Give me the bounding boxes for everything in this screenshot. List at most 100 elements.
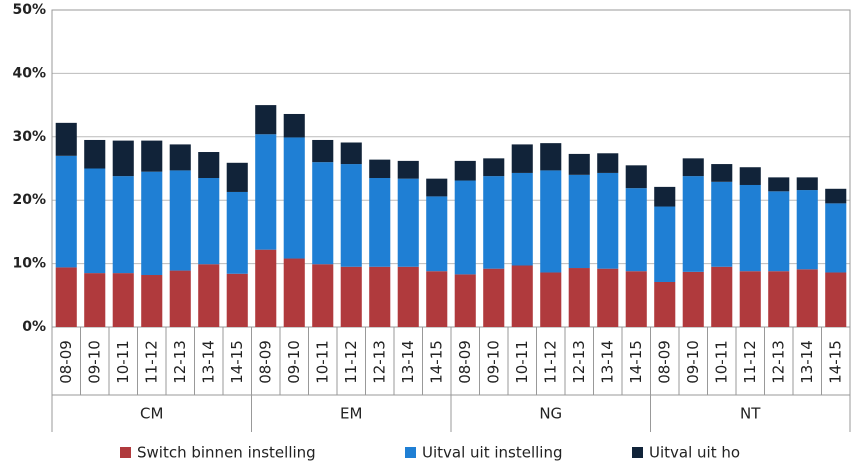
group-label: NT (740, 405, 761, 423)
bar-segment (654, 186, 676, 207)
bar-segment (825, 203, 847, 273)
bar-segment (568, 174, 590, 269)
bar-segment (597, 172, 619, 269)
y-tick-label: 30% (12, 129, 46, 145)
x-tick-label: 09-10 (484, 340, 502, 384)
bar-segment (454, 160, 476, 181)
bar-segment (397, 178, 419, 267)
bar-segment (426, 271, 448, 327)
group-label: EM (340, 405, 362, 423)
bar-segment (739, 184, 761, 272)
bar-segment (768, 177, 790, 192)
bar-segment (369, 178, 391, 267)
bar-segment (625, 165, 647, 189)
bar-segment (312, 162, 334, 265)
bar-segment (340, 142, 362, 165)
bar-segment (682, 158, 704, 177)
bar-segment (625, 271, 647, 327)
group-label: NG (539, 405, 562, 423)
bar-segment (112, 140, 134, 177)
bar-segment (597, 153, 619, 173)
bar-segment (112, 273, 134, 327)
legend-label: Switch binnen instelling (137, 444, 316, 462)
bar-segment (340, 164, 362, 267)
bar-segment (84, 273, 106, 327)
group-label: CM (140, 405, 163, 423)
bar-segment (397, 160, 419, 179)
bar-segment (283, 137, 305, 259)
x-tick-label: 09-10 (684, 340, 702, 384)
bar-segment (540, 143, 562, 171)
bar-segment (511, 144, 533, 173)
bar-segment (226, 191, 248, 274)
bar-segment (454, 180, 476, 275)
bar-segment (141, 171, 163, 276)
bar-segment (711, 181, 733, 267)
bar-segment (226, 162, 248, 192)
bar-segment (511, 265, 533, 327)
legend-swatch (632, 447, 643, 458)
bar-segment (312, 139, 334, 163)
x-tick-label: 14-15 (826, 340, 844, 384)
bar-segment (112, 176, 134, 274)
bar-segment (768, 191, 790, 272)
bar-segment (796, 177, 818, 191)
x-tick-label: 08-09 (256, 340, 274, 384)
x-tick-label: 12-13 (171, 340, 189, 384)
bar-segment (654, 281, 676, 327)
bar-segment (796, 269, 818, 327)
y-tick-label: 0% (22, 319, 46, 335)
bar-segment (198, 152, 220, 179)
bar-segment (454, 274, 476, 327)
bar-segment (84, 139, 106, 169)
x-tick-label: 09-10 (285, 340, 303, 384)
bar-segment (55, 155, 77, 268)
y-tick-label: 40% (12, 65, 46, 81)
x-tick-label: 11-12 (342, 340, 360, 384)
x-tick-label: 14-15 (228, 340, 246, 384)
bar-segment (397, 266, 419, 327)
bar-segment (369, 159, 391, 179)
bar-segment (654, 206, 676, 282)
bar-segment (568, 153, 590, 175)
bar-segment (312, 264, 334, 327)
x-tick-label: 09-10 (85, 340, 103, 384)
bar-segment (540, 272, 562, 327)
x-tick-label: 12-13 (370, 340, 388, 384)
legend-label: Uitval uit instelling (422, 444, 563, 462)
bar-segment (597, 268, 619, 327)
x-tick-label: 11-12 (142, 340, 160, 384)
bar-segment (55, 122, 77, 156)
x-tick-label: 12-13 (769, 340, 787, 384)
bar-segment (198, 264, 220, 327)
bar-segment (283, 258, 305, 327)
bar-segment (198, 178, 220, 265)
bar-segment (768, 271, 790, 327)
x-tick-label: 13-14 (399, 340, 417, 384)
bar-segment (483, 158, 505, 177)
bar-segment (169, 270, 191, 327)
bar-segment (511, 172, 533, 266)
bar-segment (711, 164, 733, 182)
bar-segment (540, 170, 562, 273)
bar-segment (739, 167, 761, 185)
x-tick-label: 10-11 (513, 340, 531, 384)
x-tick-label: 08-09 (456, 340, 474, 384)
bar-segment (255, 134, 277, 250)
x-tick-label: 11-12 (541, 340, 559, 384)
bar-segment (141, 275, 163, 327)
bar-segment (340, 266, 362, 327)
x-tick-label: 12-13 (570, 340, 588, 384)
x-tick-label: 11-12 (741, 340, 759, 384)
x-tick-label: 14-15 (627, 340, 645, 384)
bar-segment (426, 196, 448, 272)
x-tick-label: 08-09 (655, 340, 673, 384)
bar-segment (226, 273, 248, 327)
bar-segment (169, 144, 191, 171)
y-tick-label: 50% (12, 2, 46, 18)
x-tick-label: 10-11 (712, 340, 730, 384)
bar-segment (682, 271, 704, 327)
bar-segment (169, 170, 191, 271)
x-tick-label: 10-11 (313, 340, 331, 384)
bar-segment (825, 188, 847, 204)
